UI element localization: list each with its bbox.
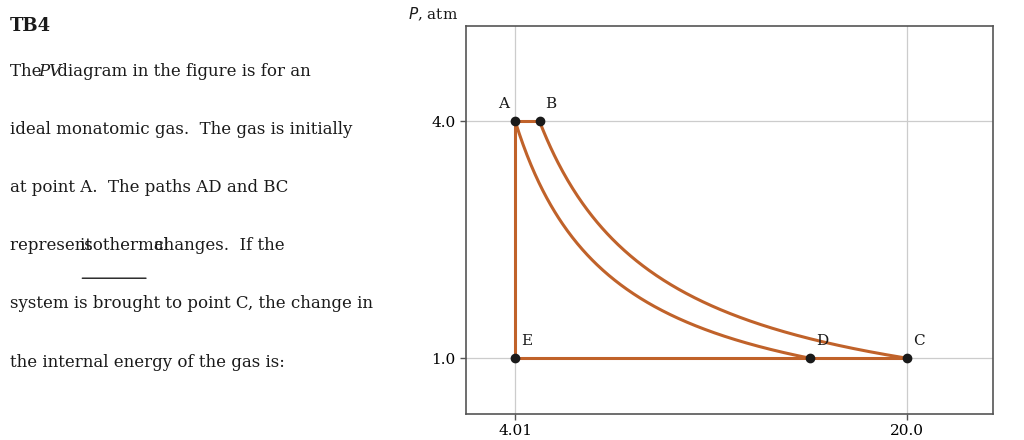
- Text: TB4: TB4: [10, 17, 51, 35]
- Text: C: C: [913, 334, 926, 348]
- Text: system is brought to point C, the change in: system is brought to point C, the change…: [10, 296, 373, 312]
- Text: changes.  If the: changes. If the: [148, 237, 285, 254]
- Text: diagram in the figure is for an: diagram in the figure is for an: [52, 62, 310, 80]
- Text: E: E: [521, 334, 532, 348]
- Text: D: D: [816, 334, 828, 348]
- Text: represent: represent: [10, 237, 97, 254]
- Text: The: The: [10, 62, 47, 80]
- Text: the internal energy of the gas is:: the internal energy of the gas is:: [10, 354, 285, 370]
- Text: PV: PV: [38, 62, 61, 80]
- Text: at point A.  The paths AD and BC: at point A. The paths AD and BC: [10, 179, 289, 196]
- Text: $P$, atm: $P$, atm: [408, 5, 458, 22]
- Text: B: B: [546, 97, 557, 111]
- Text: isothermal: isothermal: [80, 237, 169, 254]
- Text: A: A: [498, 97, 509, 111]
- Text: ideal monatomic gas.  The gas is initially: ideal monatomic gas. The gas is initiall…: [10, 121, 352, 138]
